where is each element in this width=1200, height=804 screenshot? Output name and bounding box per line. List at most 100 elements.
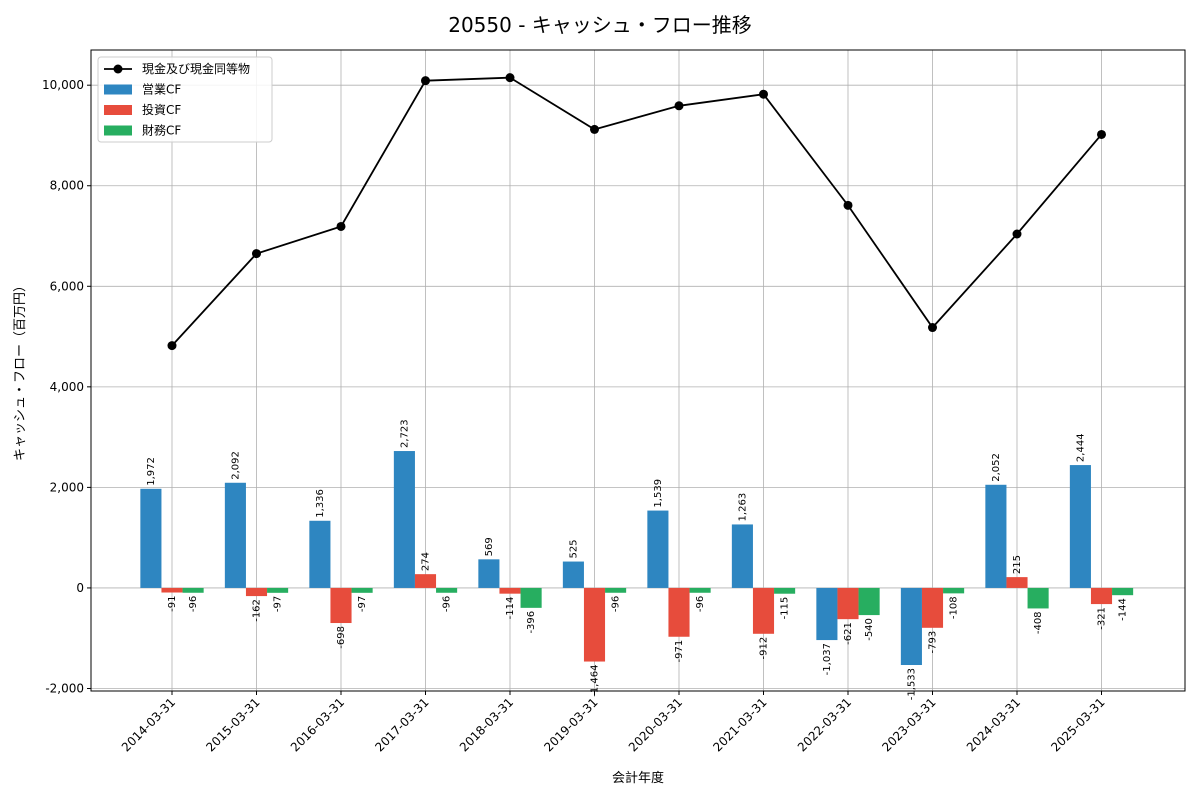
bars-layer: [140, 451, 1134, 666]
line-layer: [167, 73, 1106, 351]
bar: [837, 587, 859, 620]
bar: [330, 587, 352, 624]
bar: [309, 520, 331, 588]
x-tick-label: 2019-03-31: [541, 695, 600, 754]
bar-value-label: -91: [167, 596, 178, 612]
x-tick-label: 2015-03-31: [203, 695, 262, 754]
bar-value-label: -162: [252, 599, 263, 622]
bar: [182, 587, 204, 593]
bar-value-label: 2,723: [399, 419, 410, 448]
bar: [731, 524, 753, 588]
x-tick-label: 2014-03-31: [119, 695, 178, 754]
y-tick-label: 6,000: [50, 279, 84, 293]
cash-balance-point: [421, 76, 430, 86]
cash-balance-point: [674, 101, 684, 111]
grid-layer: [91, 50, 1185, 691]
legend-entry-label: 財務CF: [142, 123, 181, 138]
x-tick-label: 2016-03-31: [288, 695, 347, 754]
bar-value-label: -108: [949, 596, 960, 619]
bar: [478, 559, 500, 588]
bar-value-label: 525: [568, 539, 579, 558]
bar-value-label: 2,092: [230, 451, 241, 480]
bar: [583, 587, 606, 662]
bar-value-label: -971: [674, 640, 685, 663]
bar: [774, 587, 796, 594]
bar: [921, 587, 944, 628]
cash-balance-point: [1012, 229, 1022, 239]
cash-balance-point: [928, 323, 937, 333]
bar: [499, 587, 521, 594]
y-axis-label: キャッシュ・フロー（百万円）: [13, 279, 28, 461]
cash-balance-point: [252, 249, 261, 259]
x-tick-label: 2017-03-31: [372, 695, 431, 754]
bar-value-label: -96: [695, 596, 706, 612]
bar: [858, 587, 880, 616]
axes-layer: -2,000 0 2,000 4,000 6,000 8,000 10,000 2014-03…: [42, 49, 1186, 754]
bar: [562, 561, 584, 588]
x-tick-label: 2022-03-31: [795, 695, 854, 754]
bar: [605, 587, 627, 593]
y-tick-label: 0: [76, 581, 84, 595]
legend-color-swatch: [104, 84, 132, 95]
bar: [267, 587, 289, 593]
y-tick-label: 4,000: [50, 380, 84, 394]
bar-value-label: -321: [1097, 607, 1108, 630]
bar-value-label: 1,972: [146, 457, 157, 486]
bar-value-label: -115: [780, 597, 791, 620]
bar-value-label: 1,263: [737, 493, 748, 522]
cash-balance-line: [171, 76, 1103, 347]
x-tick-label: 2021-03-31: [710, 695, 769, 754]
y-tick-label: 10,000: [42, 78, 84, 92]
bar: [520, 587, 542, 608]
cash-balance-point: [843, 200, 853, 210]
bar-value-label: 2,052: [991, 453, 1002, 482]
y-tick-label: 8,000: [50, 179, 84, 193]
bar: [393, 451, 415, 588]
bar-value-label: -540: [864, 618, 875, 641]
bar-value-label: -114: [505, 597, 516, 620]
bar: [351, 587, 373, 593]
legend-entry-label: 現金及び現金同等物: [142, 61, 250, 76]
plot-frame: [90, 49, 1186, 692]
bar-value-label: 274: [421, 552, 432, 571]
bar: [816, 587, 838, 641]
y-tick-label: 2,000: [50, 480, 84, 494]
bar: [943, 587, 965, 594]
bar: [752, 587, 775, 634]
x-tick-label: 2024-03-31: [964, 695, 1023, 754]
cash-balance-point: [590, 124, 599, 134]
x-tick-label: 2025-03-31: [1048, 695, 1107, 754]
bar-value-label: -144: [1118, 598, 1129, 621]
bar: [436, 587, 458, 593]
bar-value-label: -793: [928, 631, 939, 654]
bar-value-label: -1,464: [590, 665, 601, 697]
bar: [900, 587, 922, 666]
bar: [245, 587, 268, 597]
chart-title: 20550 - キャッシュ・フロー推移: [448, 13, 752, 37]
bar-value-label: -1,037: [822, 643, 833, 675]
bar: [1090, 587, 1113, 605]
bar-value-label: 1,539: [653, 479, 664, 508]
bar: [985, 484, 1007, 588]
bar: [414, 574, 437, 588]
cash-balance-point: [167, 341, 177, 351]
legend-box: [97, 56, 273, 143]
cash-balance-point: [505, 73, 515, 83]
bar: [668, 587, 690, 637]
bar-value-label: -1,533: [906, 668, 917, 700]
y-tick-label: -2,000: [45, 681, 84, 695]
bar-value-label: -621: [843, 622, 854, 645]
x-tick-label: 2023-03-31: [879, 695, 938, 754]
labels-layer: 1,972 2,092 1,336 2,723 569 525 1,539 1,263 -1,0…: [146, 419, 1129, 700]
bar: [1069, 465, 1091, 588]
bar-value-label: -96: [442, 596, 453, 612]
x-axis-label: 会計年度: [612, 770, 664, 786]
bar-value-label: -698: [336, 626, 347, 649]
bar: [647, 510, 669, 588]
legend-color-swatch: [104, 125, 132, 136]
cash-balance-point: [1097, 129, 1106, 139]
bar-value-label: -97: [357, 596, 368, 612]
legend-marker: [113, 64, 123, 74]
